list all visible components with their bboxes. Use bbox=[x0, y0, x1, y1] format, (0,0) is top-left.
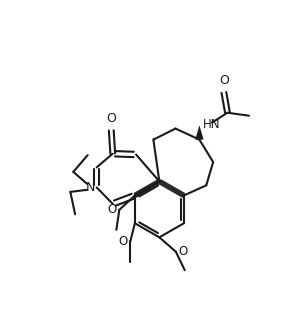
Text: O: O bbox=[106, 112, 116, 125]
Text: N: N bbox=[85, 181, 95, 194]
Text: O: O bbox=[119, 235, 128, 248]
Text: O: O bbox=[108, 203, 117, 216]
Text: O: O bbox=[219, 74, 229, 87]
Text: HN: HN bbox=[203, 118, 220, 131]
Text: O: O bbox=[178, 245, 188, 258]
Polygon shape bbox=[195, 125, 204, 140]
